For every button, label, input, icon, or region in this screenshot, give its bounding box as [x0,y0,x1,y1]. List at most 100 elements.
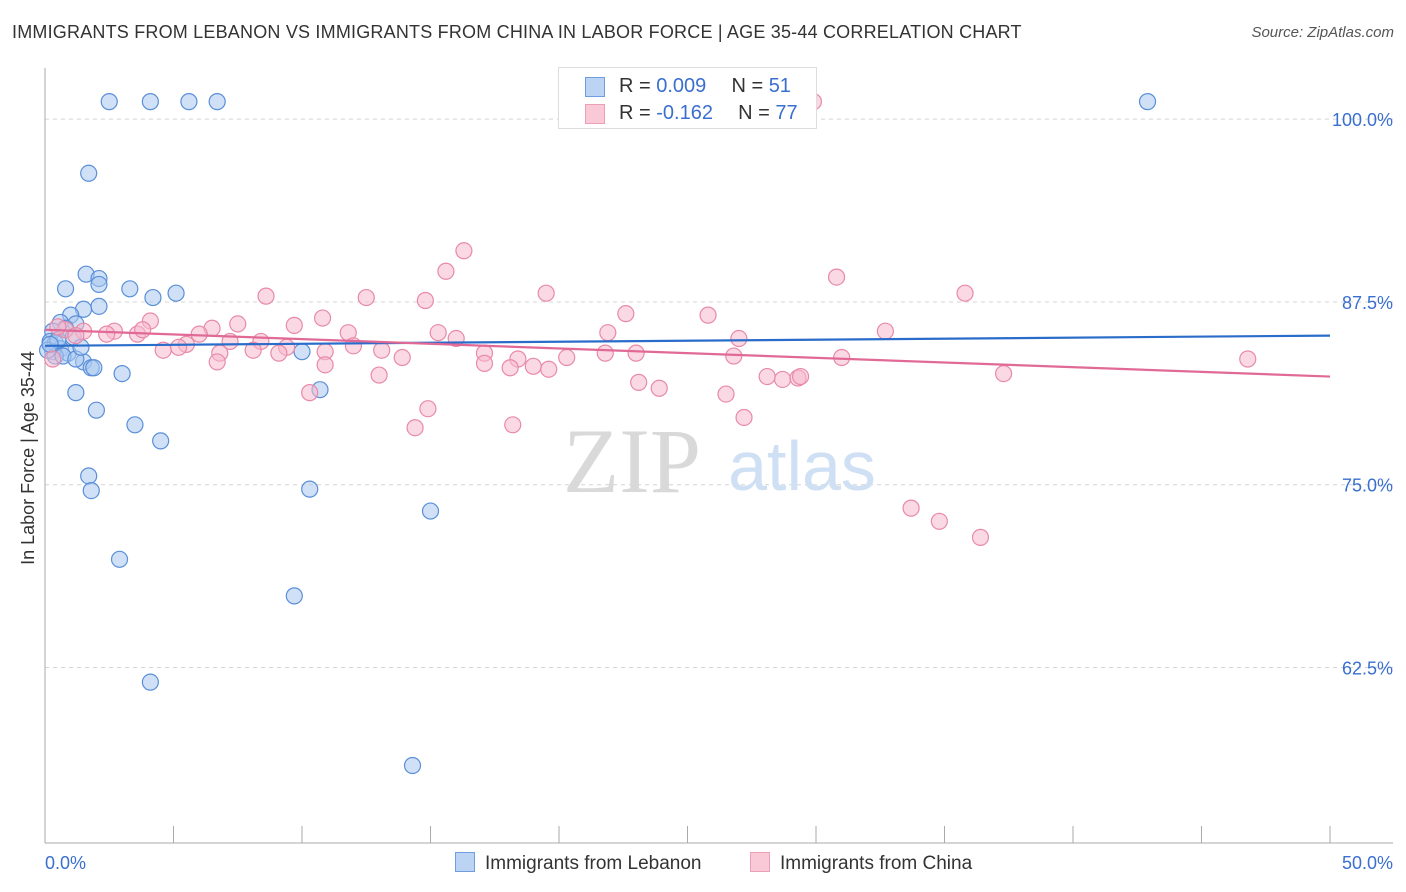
china-point [627,344,645,362]
china-r-value: -0.162 [656,102,713,124]
china-point [285,316,303,334]
lebanon-point [121,280,139,298]
china-point [301,384,319,402]
china-point [540,360,558,378]
china-point [876,322,894,340]
china-point [475,354,494,372]
lebanon-trend-line [44,334,1331,347]
bottom-china-swatch [750,852,770,872]
china-point [717,385,735,403]
china-point [827,268,846,286]
legend-row-china: R = -0.162 N = 77 [559,101,816,127]
lebanon-point [41,335,59,353]
chart-title: IMMIGRANTS FROM LEBANON VS IMMIGRANTS FR… [12,22,1022,42]
lebanon-n-value: 51 [768,75,791,97]
lebanon-n-label: N = [731,75,764,97]
china-point [558,348,576,367]
lebanon-point [56,280,75,298]
china-point [170,338,188,356]
legend-row-lebanon: R = 0.009 N = 51 [559,74,816,100]
china-point [406,419,424,437]
china-point [370,366,388,384]
lebanon-point [167,284,185,302]
lebanon-point [1138,93,1157,111]
china-point [1239,350,1257,368]
lebanon-swatch [585,77,605,97]
china-n-label: N = [738,102,770,124]
source-label: Source: ZipAtlas.com [1251,24,1394,41]
china-point [650,379,668,397]
china-point [270,344,288,362]
axes [44,68,1393,844]
china-point [596,344,614,362]
china-point [393,348,411,367]
china-point [617,305,635,323]
china-point [930,512,948,530]
china-point [208,353,226,371]
china-point [501,359,519,377]
china-stats: R = -0.162 N = 77 [619,102,798,125]
watermark-zip: ZIP [563,410,701,512]
china-point [229,315,247,333]
tick-labels: 100.0% 87.5% 75.0% 62.5% 0.0% 50.0% [45,110,1393,873]
y-axis-label: In Labor Force | Age 35-44 [18,351,38,565]
lebanon-point [80,467,98,485]
lebanon-point [82,481,100,500]
china-point [791,367,810,386]
y-tick-label: 87.5% [1342,293,1393,313]
china-point [956,284,974,302]
x-tick-label: 50.0% [1342,853,1393,873]
china-point [537,284,555,302]
lebanon-point [67,384,85,402]
lebanon-point [208,93,226,111]
china-point [630,373,648,391]
lebanon-point [180,93,198,111]
x-tick-label: 0.0% [45,853,86,873]
china-point [257,287,275,305]
china-point [995,365,1013,383]
y-tick-label: 62.5% [1342,659,1393,679]
bottom-legend-lebanon: Immigrants from Lebanon [455,852,702,875]
lebanon-point [285,587,303,605]
china-point [699,306,717,324]
china-point [419,400,437,418]
lebanon-point [403,756,422,775]
china-point [735,408,753,427]
china-point [134,321,152,339]
china-point [730,329,748,348]
china-point [902,499,920,517]
china-point [437,262,455,280]
correlation-legend: R = 0.009 N = 51 R = -0.162 N = 77 [558,67,817,129]
china-point [373,341,391,359]
china-n-value: 77 [775,102,798,124]
lebanon-point [152,432,170,450]
bottom-china-label: Immigrants from China [780,853,973,874]
china-point [758,367,776,386]
watermark: ZIP atlas [563,410,876,512]
lebanon-point [301,480,319,498]
lebanon-point [110,550,129,568]
lebanon-stats: R = 0.009 N = 51 [619,75,791,98]
lebanon-r-value: 0.009 [656,75,707,97]
lebanon-point [421,502,440,520]
lebanon-point [144,288,162,307]
lebanon-point [85,359,103,377]
lebanon-point [87,401,106,419]
china-point [416,291,434,310]
bottom-lebanon-label: Immigrants from Lebanon [485,853,702,874]
china-point [98,325,116,343]
china-point [316,356,334,374]
china-trend-line [44,328,1331,378]
china-point [44,350,62,368]
lebanon-point [100,93,118,111]
china-point [244,341,262,359]
china-point [357,288,375,307]
lebanon-point [126,416,144,434]
china-point [313,309,332,327]
china-point [504,416,522,434]
lebanon-point [141,93,159,111]
china-point [971,528,990,546]
lebanon-point [90,297,108,315]
lebanon-r-label: R = [619,75,651,97]
